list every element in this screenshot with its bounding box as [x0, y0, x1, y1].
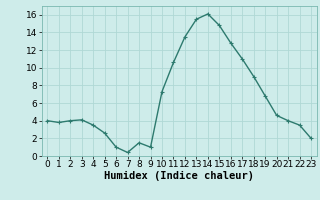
X-axis label: Humidex (Indice chaleur): Humidex (Indice chaleur): [104, 171, 254, 181]
